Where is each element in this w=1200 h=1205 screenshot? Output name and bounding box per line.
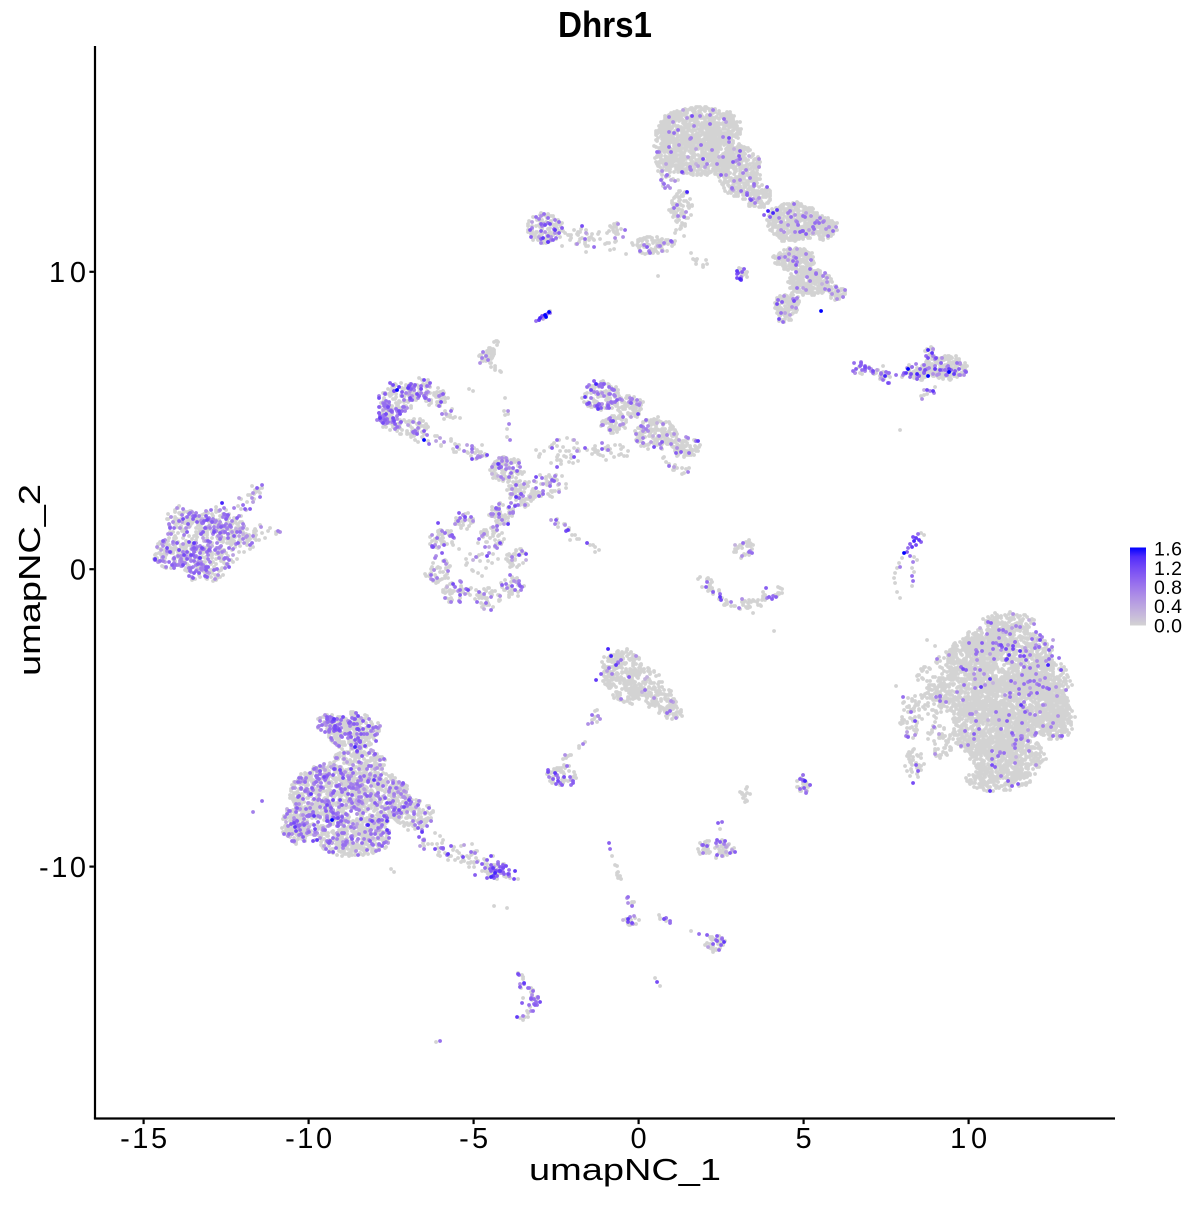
svg-text:-10: -10 [39,852,86,884]
svg-text:1.2: 1.2 [1154,558,1182,580]
svg-text:0: 0 [70,554,86,586]
svg-text:Dhrs1: Dhrs1 [558,4,652,45]
svg-text:1.6: 1.6 [1154,539,1182,561]
svg-text:-10: -10 [285,1123,332,1155]
svg-text:0.0: 0.0 [1154,615,1182,637]
svg-text:umapNC_2: umapNC_2 [12,484,47,676]
svg-text:0: 0 [631,1123,647,1155]
svg-text:umapNC_1: umapNC_1 [529,1152,721,1187]
svg-text:5: 5 [796,1123,812,1155]
svg-text:0.8: 0.8 [1154,577,1182,599]
svg-text:-5: -5 [459,1123,488,1155]
svg-text:0.4: 0.4 [1154,596,1182,618]
svg-text:-15: -15 [120,1123,167,1155]
